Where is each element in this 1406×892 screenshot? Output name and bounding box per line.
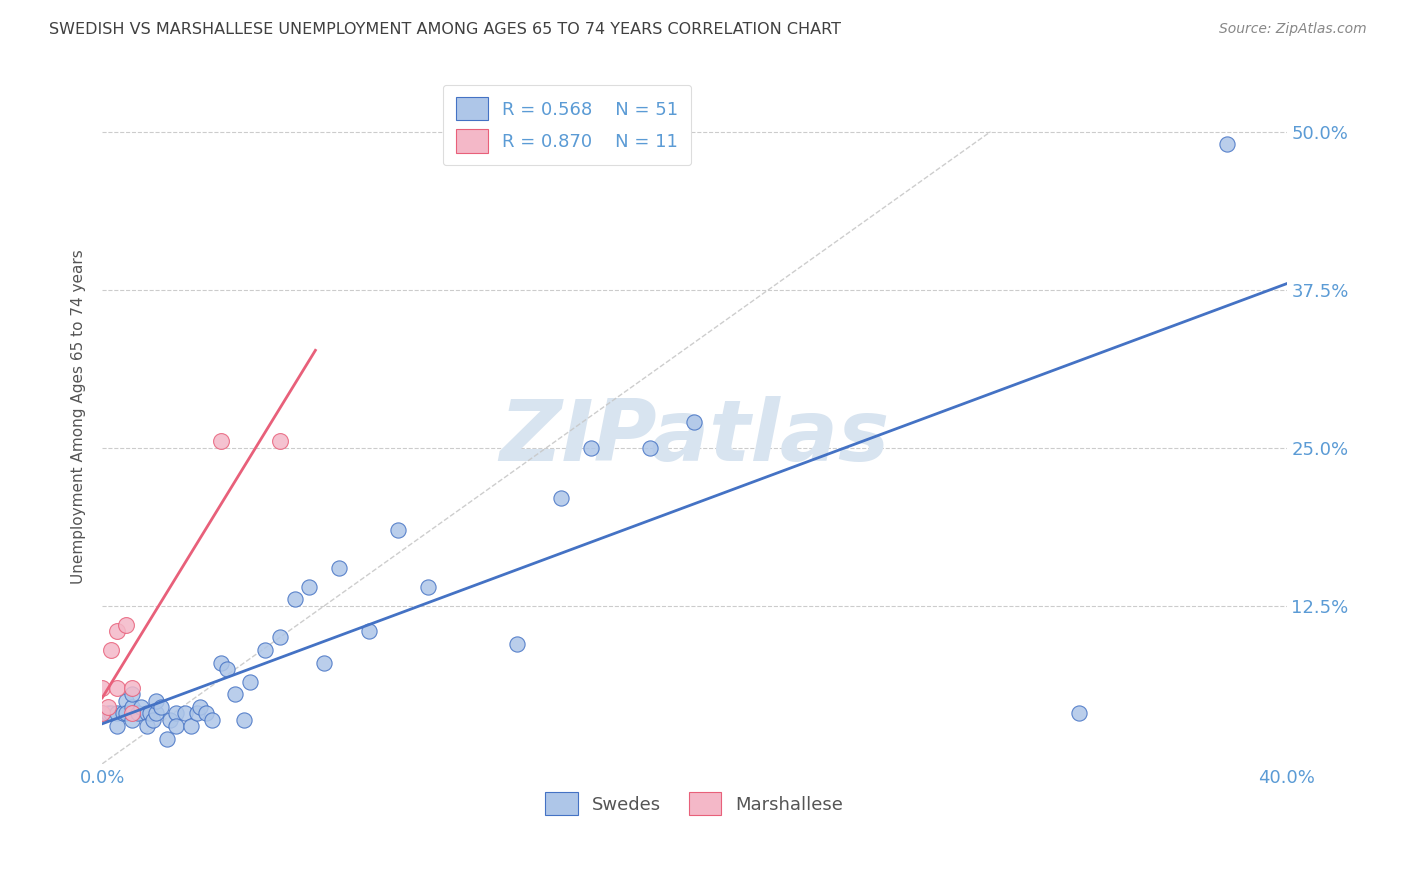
Point — [165, 706, 187, 721]
Point — [269, 631, 291, 645]
Point — [121, 713, 143, 727]
Point — [115, 706, 138, 721]
Point — [121, 687, 143, 701]
Point — [269, 434, 291, 449]
Point — [121, 700, 143, 714]
Point — [135, 719, 157, 733]
Point — [298, 580, 321, 594]
Point — [174, 706, 197, 721]
Point — [357, 624, 380, 638]
Point — [188, 700, 211, 714]
Point — [1069, 706, 1091, 721]
Point — [387, 523, 409, 537]
Point — [1216, 137, 1239, 152]
Point — [127, 706, 149, 721]
Point — [121, 681, 143, 695]
Point — [91, 706, 114, 721]
Point — [100, 706, 122, 721]
Point — [201, 713, 224, 727]
Point — [239, 674, 262, 689]
Point — [416, 580, 439, 594]
Point — [550, 491, 572, 506]
Point — [111, 706, 134, 721]
Point — [129, 700, 152, 714]
Point — [145, 706, 167, 721]
Point — [115, 617, 138, 632]
Point — [314, 656, 336, 670]
Point — [150, 700, 173, 714]
Point — [138, 706, 160, 721]
Point — [180, 719, 202, 733]
Point — [159, 713, 181, 727]
Point — [105, 624, 128, 638]
Text: ZIPatlas: ZIPatlas — [499, 395, 890, 478]
Point — [506, 637, 529, 651]
Point — [105, 719, 128, 733]
Point — [209, 656, 232, 670]
Point — [115, 693, 138, 707]
Point — [105, 681, 128, 695]
Point — [141, 713, 163, 727]
Point — [165, 719, 187, 733]
Y-axis label: Unemployment Among Ages 65 to 74 years: Unemployment Among Ages 65 to 74 years — [72, 249, 86, 583]
Point — [209, 434, 232, 449]
Point — [156, 731, 179, 746]
Point — [284, 592, 307, 607]
Point — [638, 441, 661, 455]
Text: SWEDISH VS MARSHALLESE UNEMPLOYMENT AMONG AGES 65 TO 74 YEARS CORRELATION CHART: SWEDISH VS MARSHALLESE UNEMPLOYMENT AMON… — [49, 22, 841, 37]
Point — [97, 700, 120, 714]
Point — [579, 441, 602, 455]
Text: Source: ZipAtlas.com: Source: ZipAtlas.com — [1219, 22, 1367, 37]
Point — [186, 706, 208, 721]
Point — [135, 706, 157, 721]
Point — [105, 706, 128, 721]
Point — [254, 643, 277, 657]
Point — [145, 693, 167, 707]
Point — [100, 643, 122, 657]
Point — [328, 561, 350, 575]
Point — [91, 706, 114, 721]
Point — [215, 662, 238, 676]
Point — [121, 706, 143, 721]
Point — [91, 681, 114, 695]
Point — [194, 706, 217, 721]
Point — [683, 416, 706, 430]
Point — [97, 706, 120, 721]
Point — [233, 713, 256, 727]
Legend: Swedes, Marshallese: Swedes, Marshallese — [536, 783, 852, 824]
Point — [224, 687, 246, 701]
